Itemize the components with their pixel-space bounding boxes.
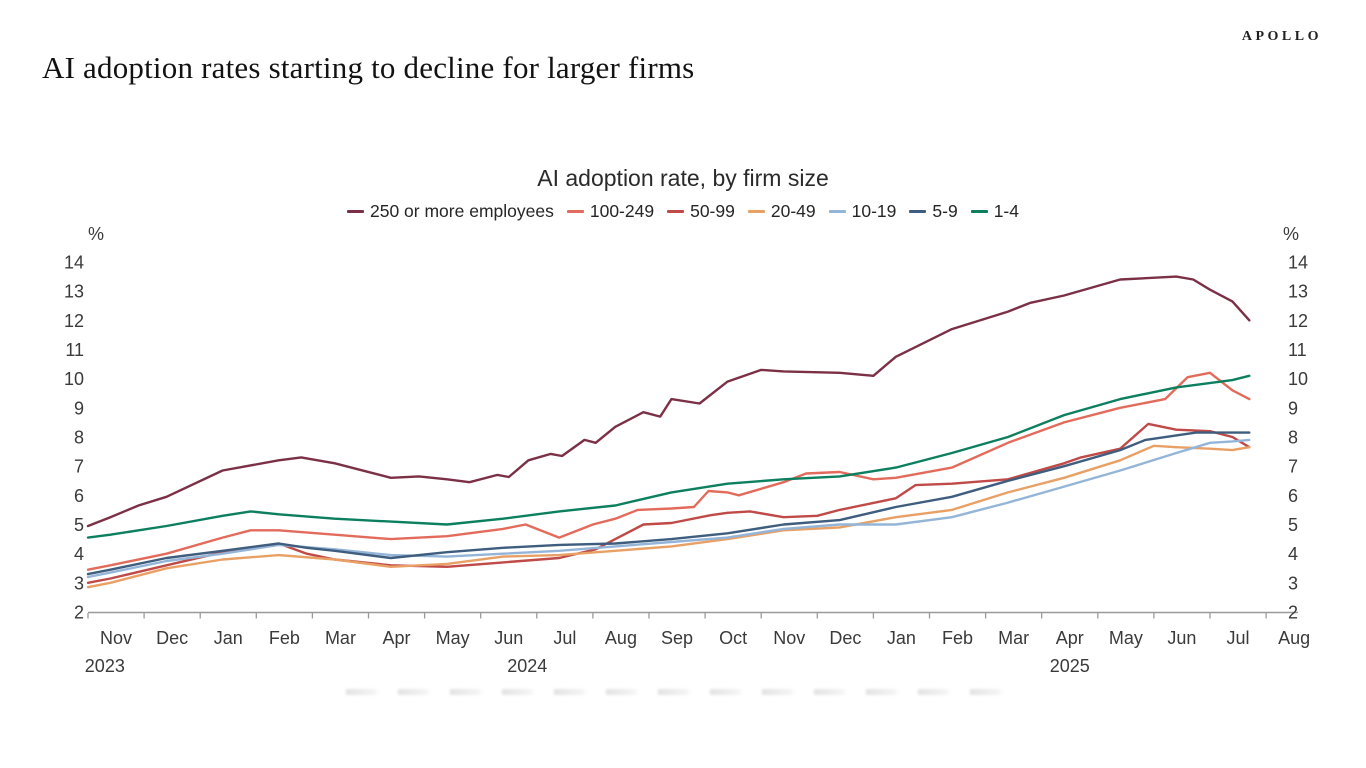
legend-item-100-249: 100-249 (566, 201, 655, 222)
legend-item-5-9: 5-9 (909, 201, 958, 222)
y-axis-unit-left: % (88, 224, 104, 244)
x-tick-label-oct-11: Oct (719, 628, 747, 648)
y-tick-label-right-11: 11 (1288, 340, 1307, 360)
x-tick-label-aug-9: Aug (605, 628, 637, 648)
chart-title: AI adoption rate, by firm size (537, 165, 829, 191)
y-tick-label-right-12: 12 (1288, 311, 1308, 331)
y-tick-label-left-4: 4 (74, 544, 84, 564)
x-tick-label-jan-2: Jan (214, 628, 243, 648)
x-axis-year-label-2024: 2024 (507, 656, 547, 676)
y-tick-label-right-14: 14 (1288, 253, 1308, 273)
series-line-100-249 (86, 371, 1251, 571)
y-tick-label-left-11: 11 (65, 340, 84, 360)
y-tick-label-right-3: 3 (1288, 573, 1298, 593)
x-tick-label-apr-17: Apr (1056, 628, 1084, 648)
y-tick-label-left-7: 7 (74, 457, 84, 477)
legend-swatch-20-49 (747, 210, 765, 213)
y-tick-label-right-13: 13 (1288, 282, 1308, 302)
y-tick-label-left-5: 5 (74, 515, 84, 535)
chart-legend: 250 or more employees 100-249 50-99 20-49 10… (0, 201, 1366, 222)
x-tick-label-jan-14: Jan (887, 628, 916, 648)
apollo-logo: APOLLO (1241, 29, 1322, 44)
y-tick-label-right-7: 7 (1288, 457, 1298, 477)
series-line-1-4 (86, 374, 1251, 539)
y-tick-label-right-8: 8 (1288, 428, 1298, 448)
x-tick-label-aug-21: Aug (1278, 628, 1310, 648)
y-tick-label-left-3: 3 (74, 573, 84, 593)
legend-label-250-or-more-employees: 250 or more employees (370, 201, 554, 221)
legend-label-50-99: 50-99 (690, 201, 735, 221)
y-tick-label-right-9: 9 (1288, 398, 1298, 418)
x-tick-label-nov-0: Nov (100, 628, 132, 648)
x-tick-label-may-18: May (1109, 628, 1143, 648)
series-line-50-99 (86, 422, 1251, 584)
y-tick-label-left-6: 6 (74, 486, 84, 506)
legend-swatch-250-or-more-employees (347, 210, 364, 213)
x-tick-label-mar-4: Mar (325, 628, 356, 648)
x-axis-year-label-2025: 2025 (1050, 656, 1090, 676)
series-line-10-19 (86, 438, 1251, 579)
series-line-5-9 (86, 431, 1251, 576)
y-tick-label-left-2: 2 (74, 603, 84, 623)
y-axis-unit-right: % (1283, 224, 1299, 244)
y-tick-label-right-10: 10 (1288, 369, 1308, 389)
legend-item-50-99: 50-99 (667, 201, 735, 222)
y-tick-label-left-8: 8 (74, 428, 84, 448)
x-tick-label-jul-8: Jul (553, 628, 576, 648)
footnote-smudge (346, 689, 1011, 695)
y-tick-label-left-13: 13 (64, 282, 84, 302)
x-tick-label-may-6: May (436, 628, 470, 648)
x-tick-label-jul-20: Jul (1227, 628, 1250, 648)
legend-label-1-4: 1-4 (993, 201, 1019, 221)
y-tick-label-right-2: 2 (1288, 603, 1298, 623)
x-tick-label-apr-5: Apr (383, 628, 411, 648)
legend-item-20-49: 20-49 (747, 201, 816, 222)
x-tick-label-feb-15: Feb (942, 628, 973, 648)
x-axis-year-label-2023: 2023 (85, 656, 125, 676)
x-tick-label-feb-3: Feb (269, 628, 300, 648)
legend-item-10-19: 10-19 (828, 201, 897, 222)
x-tick-label-sep-10: Sep (661, 628, 693, 648)
series-line-20-49 (86, 444, 1251, 589)
legend-label-5-9: 5-9 (932, 201, 958, 221)
x-tick-label-mar-16: Mar (998, 628, 1029, 648)
x-tick-label-dec-13: Dec (829, 628, 861, 648)
legend-swatch-10-19 (828, 210, 846, 213)
page-title: AI adoption rates starting to decline fo… (42, 50, 695, 85)
legend-swatch-100-249 (566, 210, 584, 213)
x-tick-label-jun-19: Jun (1167, 628, 1196, 648)
y-tick-label-right-4: 4 (1288, 544, 1298, 564)
y-tick-label-left-10: 10 (64, 369, 84, 389)
legend-label-10-19: 10-19 (851, 201, 897, 221)
legend-swatch-5-9 (909, 210, 927, 213)
legend-label-20-49: 20-49 (770, 201, 816, 221)
legend-item-1-4: 1-4 (970, 201, 1019, 222)
legend-swatch-50-99 (667, 210, 685, 213)
legend-item-250-or-more-employees: 250 or more employees (347, 201, 554, 222)
legend-label-100-249: 100-249 (589, 201, 655, 221)
series-line-250-or-more-employees (86, 275, 1251, 528)
x-tick-label-dec-1: Dec (156, 628, 188, 648)
y-tick-label-right-6: 6 (1288, 486, 1298, 506)
y-tick-label-left-12: 12 (64, 311, 84, 331)
y-tick-label-right-5: 5 (1288, 515, 1298, 535)
y-tick-label-left-14: 14 (64, 253, 84, 273)
x-tick-label-nov-12: Nov (773, 628, 805, 648)
y-tick-label-left-9: 9 (74, 398, 84, 418)
legend-swatch-1-4 (970, 210, 988, 213)
x-tick-label-jun-7: Jun (494, 628, 523, 648)
